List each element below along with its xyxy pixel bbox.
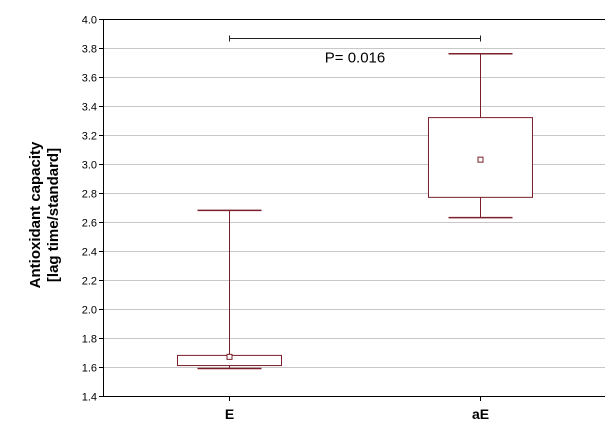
box-series xyxy=(177,53,533,370)
x-tick-label: aE xyxy=(472,406,489,422)
grid-lines xyxy=(103,48,605,368)
y-tick-label: 3.4 xyxy=(82,102,97,114)
y-tick-label: 3.6 xyxy=(82,73,97,85)
y-tick-label: 2.6 xyxy=(82,218,97,230)
y-axis-label-line-2: [lag time/standard] xyxy=(45,148,62,282)
p-value-label: P= 0.016 xyxy=(325,50,385,67)
y-tick-label: 2.4 xyxy=(82,247,97,259)
y-tick-label: 4.0 xyxy=(82,15,97,27)
y-axis: 1.4 1.6 1.8 2.0 2.2 2.4 2.6 2.8 3.0 3.2 3.4 3.6 3.8 4… xyxy=(82,15,104,404)
y-tick-label: 2.8 xyxy=(82,189,97,201)
y-tick-label: 3.8 xyxy=(82,44,97,56)
median-marker xyxy=(226,353,233,360)
x-tick-label: E xyxy=(225,406,234,422)
y-tick-label: 2.2 xyxy=(82,276,97,288)
y-tick-label: 2.0 xyxy=(82,305,97,317)
y-tick-label: 3.2 xyxy=(82,131,97,143)
y-tick-label: 3.0 xyxy=(82,160,97,172)
significance-annotation: P= 0.016 xyxy=(229,35,481,67)
box-aE xyxy=(428,53,533,219)
box-E xyxy=(177,209,282,370)
y-tick-label: 1.4 xyxy=(82,392,97,404)
y-axis-label: Antioxidant capacity [lag time/standard] xyxy=(27,141,62,288)
median-marker xyxy=(477,156,484,163)
y-axis-label-line-1: Antioxidant capacity xyxy=(27,141,44,288)
y-tick-label: 1.8 xyxy=(82,334,97,346)
y-tick-label: 1.6 xyxy=(82,363,97,375)
box-iqr xyxy=(428,117,533,198)
